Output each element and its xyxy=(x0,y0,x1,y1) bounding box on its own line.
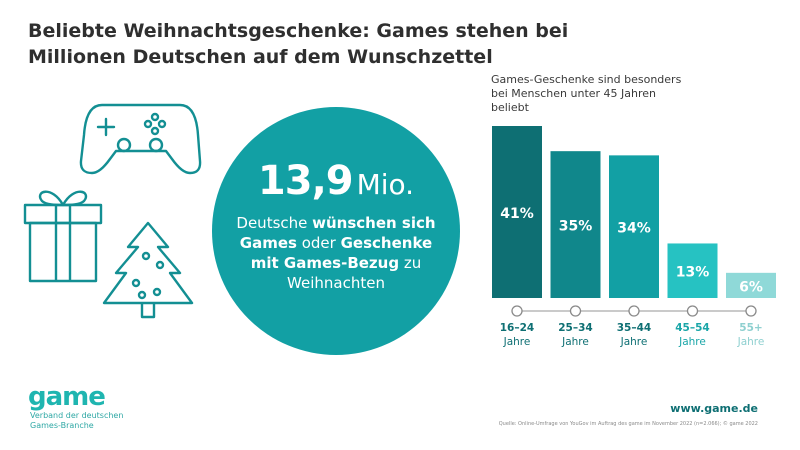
headline-figure: 13,9 Mio. xyxy=(212,158,460,204)
category-label: 25–34 xyxy=(558,322,592,334)
bar-value-label: 34% xyxy=(617,221,651,237)
logo-subtitle-line-1: Verband der deutschen xyxy=(30,411,124,420)
category-label: 55+ xyxy=(739,322,762,334)
headline-number: 13,9 xyxy=(257,158,354,204)
category-sublabel: Jahre xyxy=(503,336,531,348)
circle-text-part: oder xyxy=(296,234,341,252)
title-line-1: Beliebte Weihnachtsgeschenke: Games steh… xyxy=(28,20,569,42)
source-note: Quelle: Online-Umfrage von YouGov im Auf… xyxy=(498,421,758,427)
gamepad-icon xyxy=(79,103,202,175)
circle-text-part: wünschen sich Games xyxy=(239,214,436,252)
bar xyxy=(667,243,718,298)
website-link[interactable]: www.game.de xyxy=(670,402,758,415)
highlight-circle xyxy=(212,107,460,355)
age-bar-chart: 41% 16–24 Jahre 35% 25–34 Jahre 34% 35–44 Jahre 1… xyxy=(492,126,776,348)
page-title: Beliebte Weihnachtsgeschenke: Games steh… xyxy=(28,18,568,70)
category-sublabel: Jahre xyxy=(620,336,648,348)
bar xyxy=(550,151,601,298)
category-label: 35–44 xyxy=(617,322,651,334)
axis-marker xyxy=(686,305,699,317)
axis-marker xyxy=(569,305,582,317)
title-line-2: Millionen Deutschen auf dem Wunschzettel xyxy=(28,46,493,68)
bar xyxy=(609,155,659,298)
icon-illustrations xyxy=(23,103,202,319)
game-logo: game xyxy=(28,382,106,412)
logo-subtitle-line-2: Games-Branche xyxy=(30,421,94,430)
bar-value-label: 35% xyxy=(559,219,593,235)
category-sublabel: Jahre xyxy=(561,336,589,348)
circle-description: Deutsche wünschen sich Games oder Gesche… xyxy=(232,213,440,293)
headline-unit: Mio. xyxy=(356,168,415,201)
circle-text-part: Geschenke mit Games-Bezug xyxy=(250,234,433,272)
circle-text-part: Deutsche xyxy=(236,214,313,232)
category-label: 16–24 xyxy=(500,322,534,334)
christmas-tree-icon xyxy=(102,221,194,319)
bar xyxy=(492,126,542,298)
chart-subtitle: Games-Geschenke sind besonders bei Mensc… xyxy=(491,73,682,114)
logo-subtitle: Verband der deutschen Games-Branche xyxy=(30,411,123,431)
circle-text-part: zu Weihnachten xyxy=(287,254,422,292)
category-label: 45–54 xyxy=(675,322,709,334)
axis-marker xyxy=(511,305,523,317)
bar-value-label: 13% xyxy=(676,265,710,281)
axis-marker xyxy=(628,305,640,317)
bar-value-label: 41% xyxy=(500,206,534,222)
axis-marker xyxy=(745,305,757,317)
bar-value-label: 6% xyxy=(739,279,763,295)
category-sublabel: Jahre xyxy=(737,336,765,348)
bar xyxy=(726,272,776,298)
category-sublabel: Jahre xyxy=(678,336,706,348)
gift-icon xyxy=(23,190,103,283)
